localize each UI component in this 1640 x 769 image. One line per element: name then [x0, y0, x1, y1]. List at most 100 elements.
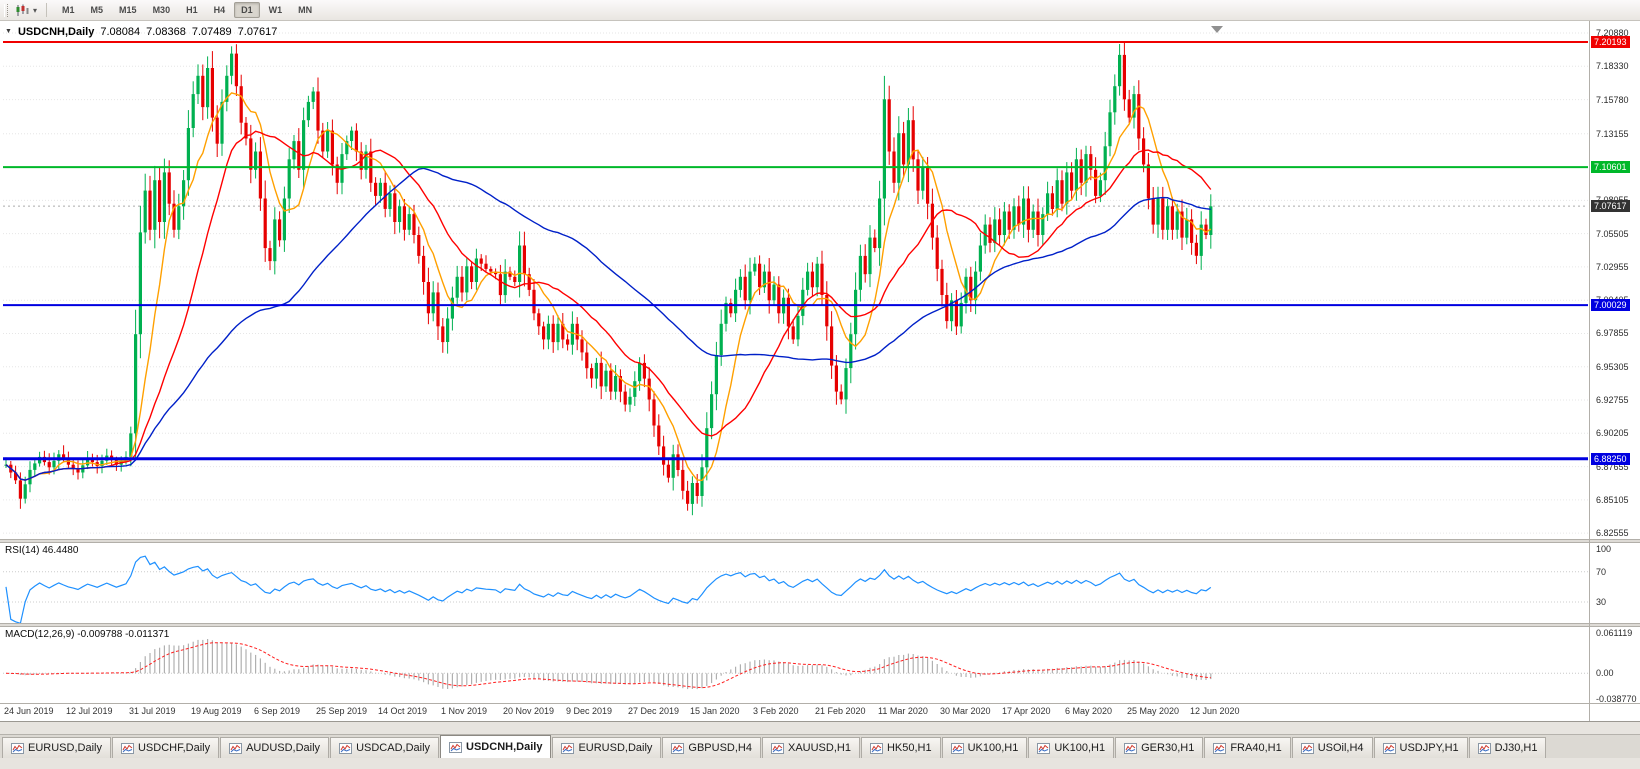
chart-tab-ger30-h1[interactable]: GER30,H1	[1115, 737, 1204, 758]
chart-tab-icon	[950, 742, 964, 754]
price-scale-tick: 7.05505	[1596, 229, 1629, 239]
date-label: 3 Feb 2020	[753, 706, 799, 716]
date-label: 21 Feb 2020	[815, 706, 866, 716]
chart-tab-icon	[120, 742, 134, 754]
date-label: 31 Jul 2019	[129, 706, 176, 716]
tab-label: USDCNH,Daily	[466, 741, 543, 753]
date-label: 1 Nov 2019	[441, 706, 488, 716]
chevron-down-icon[interactable]: ▾	[33, 5, 38, 15]
price-line-badge: 7.20193	[1591, 36, 1630, 48]
chart-tab-icon	[1300, 742, 1314, 754]
date-label: 27 Dec 2019	[628, 706, 680, 716]
timeframe-button-w1[interactable]: W1	[268, 5, 283, 15]
price-scale-tick: 7.15780	[1596, 95, 1629, 105]
macd-scale-tick: 0.00	[1596, 668, 1614, 678]
price-scale-tick: 7.20880	[1596, 28, 1629, 38]
chart-tab-usdjpy-h1[interactable]: USDJPY,H1	[1373, 737, 1468, 758]
chart-tab-icon	[1124, 742, 1138, 754]
date-label: 12 Jul 2019	[66, 706, 113, 716]
top-toolbar: ▾ M1 M5 M15 M30 H1 H4 D1 W1 MN	[0, 0, 1640, 21]
timeframe-button-h4[interactable]: H4	[213, 5, 226, 15]
tab-label: GER30,H1	[1141, 742, 1195, 754]
date-label: 19 Aug 2019	[191, 706, 242, 716]
chart-tab-uk100-h1[interactable]: UK100,H1	[941, 737, 1028, 758]
chart-symbol-label: USDCNH,Daily	[17, 26, 95, 38]
price-scale-tick: 6.82555	[1596, 528, 1629, 538]
price-line-badge: 7.10601	[1591, 161, 1630, 173]
chart-tab-icon	[869, 742, 883, 754]
chart-tab-fra40-h1[interactable]: FRA40,H1	[1204, 737, 1291, 758]
chart-tab-usdchf-daily[interactable]: USDCHF,Daily	[111, 737, 220, 758]
chart-tab-eurusd-daily[interactable]: EURUSD,Daily	[2, 737, 111, 758]
timeframe-button-m30[interactable]: M30	[152, 5, 171, 15]
date-label: 6 May 2020	[1065, 706, 1113, 716]
rsi-label: RSI(14) 46.4480	[5, 545, 79, 556]
tab-label: XAUUSD,H1	[787, 742, 851, 754]
chart-tab-icon	[11, 742, 24, 754]
price-scale-tick: 6.87655	[1596, 462, 1629, 472]
timeframe-button-m15[interactable]: M15	[119, 5, 137, 15]
chart-tab-icon	[770, 742, 784, 754]
tab-label: USOil,H4	[1317, 742, 1364, 754]
tab-label: USDCAD,Daily	[356, 742, 431, 754]
price-scale-tick: 6.95305	[1596, 362, 1629, 372]
chart-tab-icon	[229, 742, 243, 754]
tab-label: UK100,H1	[1054, 742, 1106, 754]
price-scale-tick: 6.97855	[1596, 328, 1629, 338]
macd-scale-tick: -0.038770	[1596, 694, 1637, 704]
chart-tab-gbpusd-h4[interactable]: GBPUSD,H4	[662, 737, 761, 758]
chart-tab-bar: EURUSD,Daily USDCHF,Daily AUDUSD,Daily USDC…	[0, 734, 1640, 758]
one-click-trading-icon[interactable]: ▼	[5, 28, 12, 35]
tab-label: USDJPY,H1	[1399, 742, 1459, 754]
rsi-scale-tick: 100	[1596, 544, 1612, 554]
date-label: 25 Sep 2019	[316, 706, 368, 716]
current-price-badge: 7.07617	[1591, 200, 1630, 212]
timeframe-button-m5[interactable]: M5	[90, 5, 104, 15]
timeframe-button-h1[interactable]: H1	[186, 5, 198, 15]
chart-tab-usdcad-daily[interactable]: USDCAD,Daily	[330, 737, 440, 758]
date-label: 15 Jan 2020	[690, 706, 740, 716]
chart-tab-icon	[561, 742, 575, 754]
macd-scale-tick: 0.061119	[1596, 628, 1633, 638]
rsi-scale-tick: 70	[1596, 567, 1607, 577]
price-line-badge: 6.88250	[1591, 453, 1630, 465]
chart-tab-eurusd-daily[interactable]: EURUSD,Daily	[552, 737, 662, 758]
price-scale-tick: 7.02955	[1596, 262, 1629, 272]
chart-tab-dj30-h1[interactable]: DJ30,H1	[1468, 737, 1547, 758]
timeframe-button-d1[interactable]: D1	[234, 2, 260, 18]
chart-tab-usoil-h4[interactable]: USOil,H4	[1291, 737, 1373, 758]
rsi-scale-tick: 30	[1596, 597, 1607, 607]
tab-label: EURUSD,Daily	[28, 742, 102, 754]
timeframe-button-mn[interactable]: MN	[298, 5, 313, 15]
price-scale-tick: 6.90205	[1596, 428, 1629, 438]
ohlc-low: 7.07489	[191, 26, 232, 38]
chart-tab-icon	[1213, 742, 1227, 754]
toolbar-separator	[46, 3, 48, 17]
tab-label: EURUSD,Daily	[578, 742, 653, 754]
chart-tab-uk100-h1[interactable]: UK100,H1	[1028, 737, 1115, 758]
chart-type-icon[interactable]	[13, 3, 31, 18]
date-label: 30 Mar 2020	[940, 706, 991, 716]
date-label: 6 Sep 2019	[254, 706, 301, 716]
price-line-badge: 7.00029	[1591, 299, 1630, 311]
chart-tab-audusd-daily[interactable]: AUDUSD,Daily	[220, 737, 330, 758]
date-label: 12 Jun 2020	[1190, 706, 1240, 716]
tab-label: USDCHF,Daily	[137, 742, 211, 754]
chart-tab-hk50-h1[interactable]: HK50,H1	[860, 737, 941, 758]
ohlc-high: 7.08368	[146, 26, 186, 38]
toolbar-drag-handle[interactable]	[4, 3, 8, 17]
chart-header: ▼ USDCNH,Daily 7.08084 7.08368 7.07489 7…	[5, 26, 277, 38]
chart-tab-icon	[1477, 742, 1491, 754]
date-label: 25 May 2020	[1127, 706, 1180, 716]
price-scale-tick: 6.85105	[1596, 495, 1629, 505]
date-label: 20 Nov 2019	[503, 706, 555, 716]
price-scale-tick: 7.18330	[1596, 61, 1629, 71]
ohlc-close: 7.07617	[237, 26, 278, 38]
timeframe-button-m1[interactable]: M1	[62, 5, 75, 15]
chart-tab-usdcnh-daily[interactable]: USDCNH,Daily	[440, 735, 552, 758]
date-label: 17 Apr 2020	[1002, 706, 1051, 716]
chart-tab-icon	[339, 742, 353, 754]
date-label: 14 Oct 2019	[378, 706, 428, 716]
chart-tab-xauusd-h1[interactable]: XAUUSD,H1	[761, 737, 860, 758]
